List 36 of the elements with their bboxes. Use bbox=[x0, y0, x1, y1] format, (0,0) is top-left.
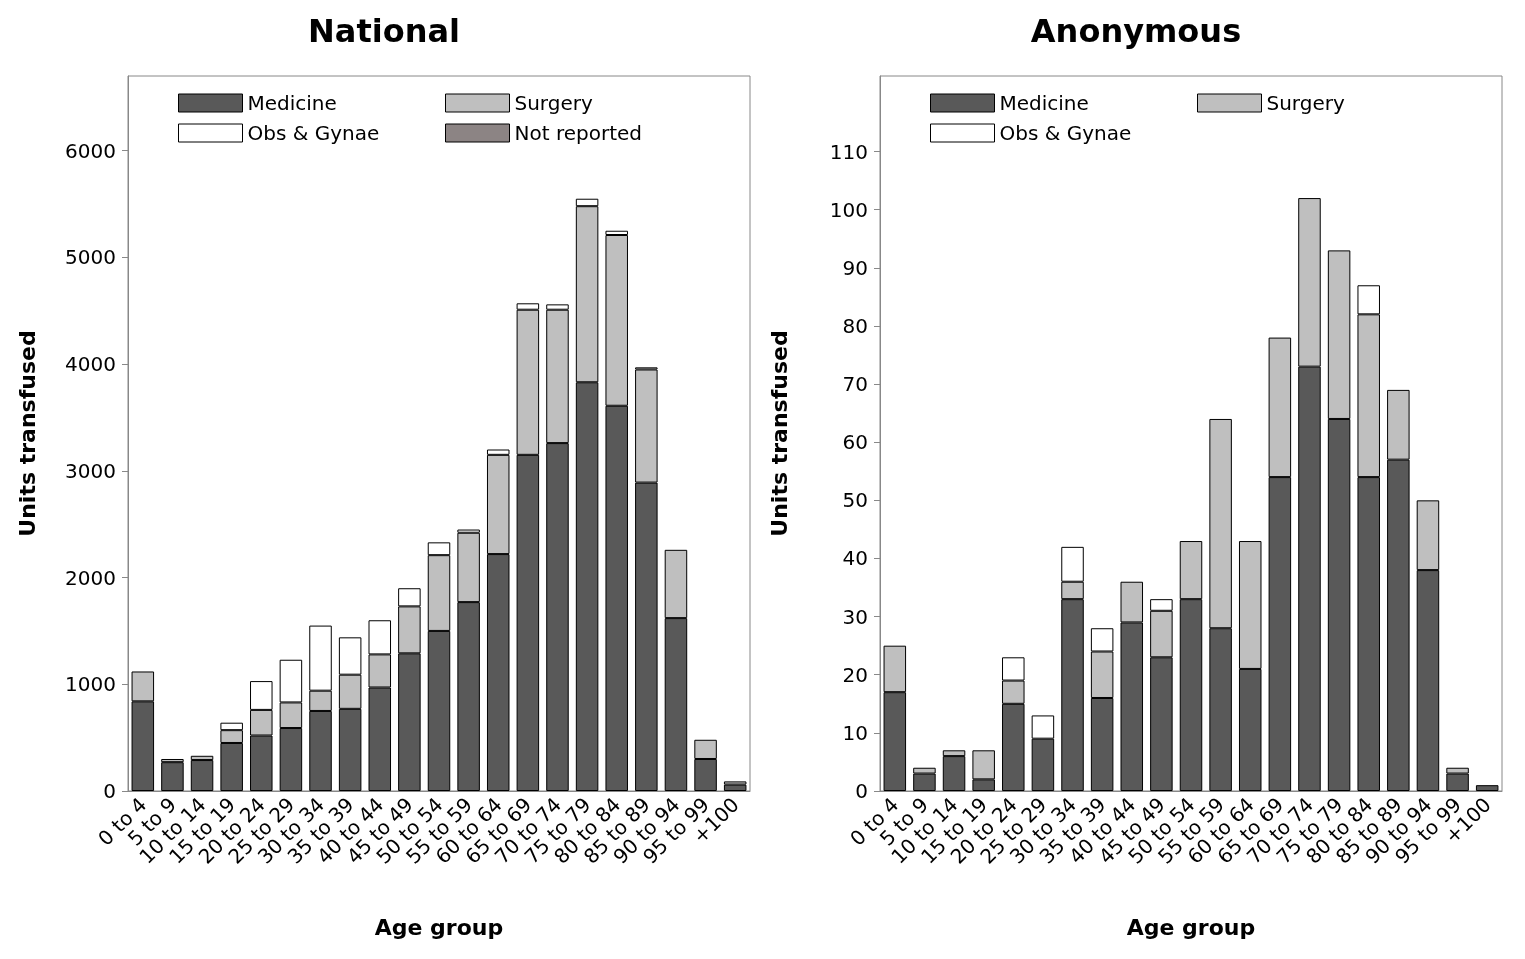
legend-label: Surgery bbox=[1266, 91, 1345, 115]
y-axis-title: Units transfused bbox=[766, 330, 792, 537]
chart-title: National bbox=[308, 12, 460, 50]
y-tick-label: 30 bbox=[842, 604, 868, 629]
legend-label: Medicine bbox=[999, 91, 1089, 115]
legend-label: Not reported bbox=[514, 121, 642, 145]
y-tick-label: 2000 bbox=[65, 565, 116, 590]
y-tick-label: 90 bbox=[842, 255, 868, 280]
bar bbox=[190, 760, 214, 791]
bar bbox=[161, 762, 184, 791]
y-tick-label: 5000 bbox=[65, 245, 116, 270]
legend-label: Obs & Gynae bbox=[999, 121, 1132, 145]
legend-label: Medicine bbox=[247, 91, 337, 115]
x-axis-title: Age group bbox=[374, 914, 504, 940]
y-tick-label: 70 bbox=[842, 372, 868, 397]
chart-title: Anonymous bbox=[1030, 12, 1242, 50]
bar bbox=[1475, 785, 1499, 791]
y-tick-label: 60 bbox=[842, 430, 868, 455]
y-tick-label: 100 bbox=[829, 197, 868, 222]
y-tick-label: 4000 bbox=[65, 352, 116, 377]
y-tick-label: 10 bbox=[842, 720, 868, 745]
legend-label: Surgery bbox=[514, 91, 593, 115]
y-tick-label: 6000 bbox=[65, 138, 116, 163]
y-tick-label: 0 bbox=[855, 779, 868, 803]
y-tick-label: 80 bbox=[842, 313, 868, 338]
bar bbox=[723, 784, 747, 791]
y-tick-label: 3000 bbox=[65, 458, 116, 483]
y-tick-label: 50 bbox=[842, 488, 868, 513]
y-tick-label: 0 bbox=[103, 779, 116, 803]
y-tick-label: 20 bbox=[842, 662, 868, 687]
y-tick-label: 40 bbox=[842, 546, 868, 571]
legend-label: Obs & Gynae bbox=[247, 121, 380, 145]
y-tick-label: 110 bbox=[829, 139, 868, 164]
y-axis-title: Units transfused bbox=[14, 330, 40, 537]
y-tick-label: 1000 bbox=[65, 672, 116, 697]
x-axis-title: Age group bbox=[1126, 914, 1256, 940]
